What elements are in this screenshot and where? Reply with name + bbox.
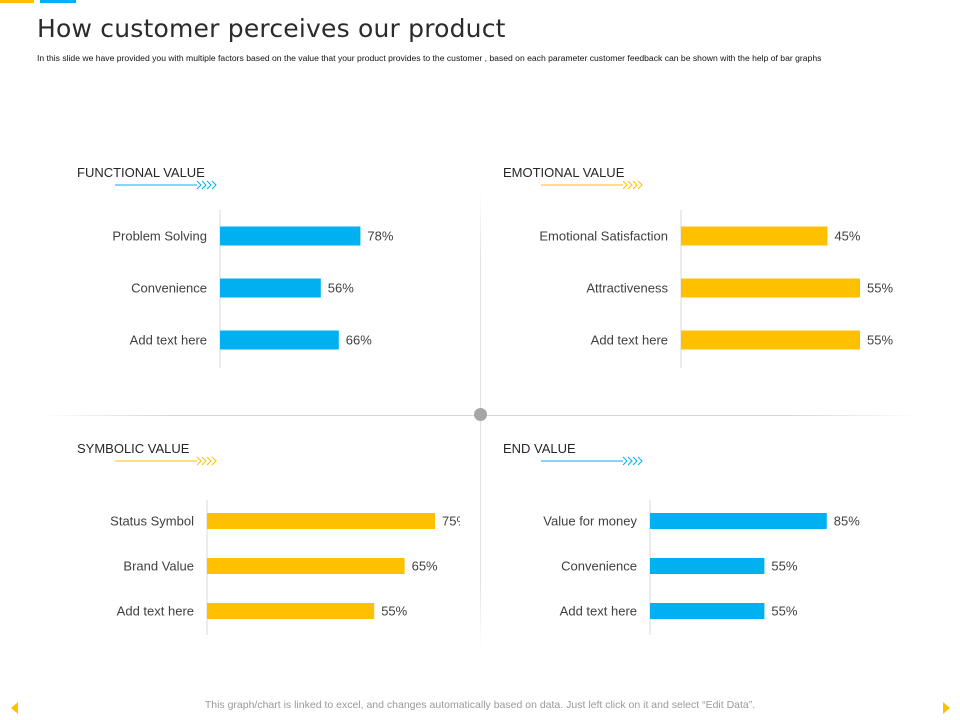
category-label: Status Symbol: [110, 514, 194, 529]
category-label: Emotional Satisfaction: [539, 229, 668, 244]
bar: [650, 603, 765, 619]
data-label: 55%: [867, 281, 893, 296]
data-label: 55%: [867, 333, 893, 348]
bar: [681, 278, 860, 298]
bar: [681, 226, 828, 246]
category-label: Convenience: [561, 559, 637, 574]
data-label: 85%: [834, 514, 860, 529]
end-value-title: END VALUE: [503, 441, 576, 456]
emotional-value-title: EMOTIONAL VALUE: [503, 165, 625, 180]
category-label: Brand Value: [123, 559, 194, 574]
page-title: How customer perceives our product: [37, 14, 506, 43]
bar: [220, 330, 339, 350]
data-label: 55%: [381, 604, 407, 619]
data-label: 55%: [771, 604, 797, 619]
bar: [650, 513, 827, 529]
page-subtitle: In this slide we have provided you with …: [37, 53, 822, 63]
emotional-arrow-icon: [541, 180, 643, 190]
functional-arrow-icon: [115, 180, 217, 190]
functional-value-title: FUNCTIONAL VALUE: [77, 165, 205, 180]
footer-note: This graph/chart is linked to excel, and…: [204, 699, 756, 711]
bar: [207, 558, 405, 574]
category-label: Add text here: [591, 333, 668, 348]
data-label: 45%: [834, 229, 860, 244]
bar: [207, 513, 435, 529]
category-label: Add text here: [117, 604, 194, 619]
category-label: Convenience: [131, 281, 207, 296]
data-label: 75%: [442, 514, 460, 529]
category-label: Attractiveness: [586, 281, 668, 296]
data-label: 78%: [367, 229, 393, 244]
data-label: 66%: [346, 333, 372, 348]
bar: [220, 226, 361, 246]
accent-bar-blue: [40, 0, 76, 3]
symbolic-value-chart: Status Symbol 75% Brand Value 65% Add text h…: [110, 500, 460, 635]
center-dot: [474, 408, 487, 421]
data-label: 65%: [412, 559, 438, 574]
end-arrow-icon: [541, 456, 643, 466]
emotional-value-chart: Emotional Satisfaction 45% Attractiveness 5…: [539, 210, 893, 368]
symbolic-arrow-icon: [115, 456, 217, 466]
functional-value-chart: Problem Solving 78% Convenience 56% Add text…: [112, 210, 394, 368]
next-slide-icon[interactable]: [943, 702, 950, 714]
category-label: Problem Solving: [112, 229, 207, 244]
data-label: 56%: [328, 281, 354, 296]
bar: [681, 330, 860, 350]
symbolic-value-title: SYMBOLIC VALUE: [77, 441, 190, 456]
category-label: Add text here: [560, 604, 637, 619]
previous-slide-icon[interactable]: [11, 702, 18, 714]
data-label: 55%: [771, 559, 797, 574]
end-value-chart: Value for money 85% Convenience 55% Add text…: [543, 500, 860, 635]
accent-bar-yellow: [0, 0, 34, 3]
bar: [650, 558, 765, 574]
category-label: Add text here: [130, 333, 207, 348]
bar: [220, 278, 321, 298]
category-label: Value for money: [543, 514, 637, 529]
bar: [207, 603, 375, 619]
